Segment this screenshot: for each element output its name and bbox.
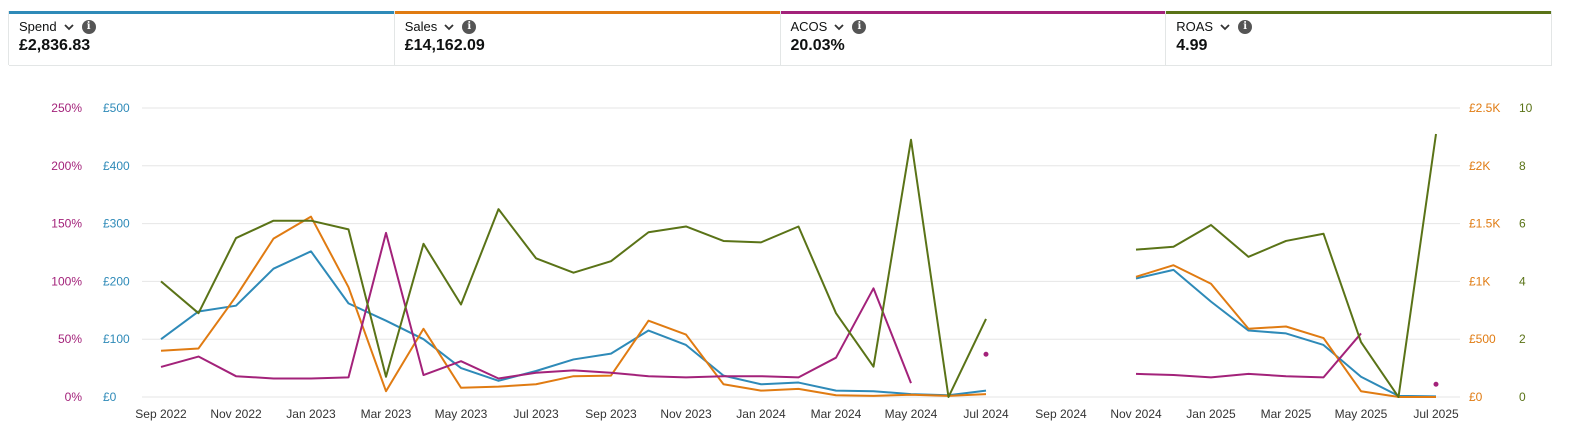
roas-series-line bbox=[160, 138, 987, 398]
x-axis-tick-label: Mar 2023 bbox=[361, 407, 412, 421]
chevron-down-icon[interactable] bbox=[833, 21, 845, 33]
spend-series-line bbox=[160, 250, 987, 397]
acos-axis-tick-label: 150% bbox=[51, 217, 82, 231]
roas-axis-tick-label: 2 bbox=[1519, 332, 1526, 346]
roas-axis-tick-label: 0 bbox=[1519, 390, 1526, 404]
sales-axis-tick-label: £2.5K bbox=[1469, 101, 1500, 115]
sales-axis-tick-label: £1K bbox=[1469, 274, 1490, 288]
sales-axis-tick-label: £1.5K bbox=[1469, 217, 1500, 231]
info-icon[interactable]: i bbox=[1238, 19, 1253, 34]
x-axis-tick-label: Sep 2022 bbox=[135, 407, 187, 421]
acos-series-line bbox=[1135, 332, 1362, 379]
metric-label: ACOS bbox=[790, 19, 828, 34]
acos-axis-tick-label: 50% bbox=[58, 332, 82, 346]
spend-axis-tick-label: £0 bbox=[103, 390, 117, 404]
metric-color-bar bbox=[9, 11, 394, 14]
metric-card-acos[interactable]: ACOS i 20.03% bbox=[779, 11, 1167, 65]
x-axis-tick-label: Mar 2025 bbox=[1261, 407, 1312, 421]
acos-axis-tick-label: 250% bbox=[51, 101, 82, 115]
chevron-down-icon[interactable] bbox=[443, 21, 455, 33]
metric-value: 4.99 bbox=[1176, 37, 1208, 54]
sales-axis-tick-label: £0 bbox=[1469, 390, 1483, 404]
x-axis-tick-label: Jul 2024 bbox=[963, 407, 1009, 421]
x-axis-tick-label: Nov 2023 bbox=[660, 407, 712, 421]
sales-series-line bbox=[160, 215, 987, 397]
spend-axis-tick-label: £300 bbox=[103, 217, 130, 231]
info-icon[interactable]: i bbox=[852, 19, 867, 34]
x-axis-tick-label: Sep 2024 bbox=[1035, 407, 1087, 421]
chevron-down-icon[interactable] bbox=[63, 21, 75, 33]
sales-axis-tick-label: £2K bbox=[1469, 159, 1490, 173]
x-axis-tick-label: May 2025 bbox=[1335, 407, 1388, 421]
roas-axis-tick-label: 4 bbox=[1519, 274, 1526, 288]
info-icon[interactable]: i bbox=[462, 19, 477, 34]
metric-color-bar bbox=[394, 11, 780, 14]
sales-axis-tick-label: £500 bbox=[1469, 332, 1496, 346]
x-axis-tick-label: May 2023 bbox=[435, 407, 488, 421]
x-axis-tick-label: Nov 2024 bbox=[1110, 407, 1162, 421]
spend-series-line bbox=[1135, 268, 1437, 398]
roas-axis-tick-label: 6 bbox=[1519, 217, 1526, 231]
metric-label: Sales bbox=[404, 19, 438, 34]
acos-point bbox=[1433, 381, 1439, 387]
info-icon[interactable]: i bbox=[81, 19, 96, 34]
acos-axis-tick-label: 0% bbox=[65, 390, 83, 404]
x-axis-tick-label: Jan 2024 bbox=[736, 407, 786, 421]
x-axis-tick-label: Mar 2024 bbox=[811, 407, 862, 421]
acos-axis-tick-label: 200% bbox=[51, 159, 82, 173]
sales-series-line bbox=[1135, 264, 1436, 398]
metric-color-bar bbox=[780, 11, 1166, 14]
acos-series-line bbox=[160, 231, 912, 384]
roas-axis-tick-label: 8 bbox=[1519, 159, 1526, 173]
x-axis-tick-label: May 2024 bbox=[885, 407, 938, 421]
metric-cards: Spend i £2,836.83 Sales i £14,162.09 ACO… bbox=[8, 11, 1552, 66]
metric-color-bar bbox=[1166, 11, 1551, 14]
roas-axis-tick-label: 10 bbox=[1519, 101, 1533, 115]
x-axis-tick-label: Jan 2023 bbox=[286, 407, 336, 421]
metric-card-spend[interactable]: Spend i £2,836.83 bbox=[8, 11, 395, 65]
metric-value: £14,162.09 bbox=[404, 37, 485, 54]
spend-axis-tick-label: £500 bbox=[103, 101, 130, 115]
metric-value: £2,836.83 bbox=[19, 37, 91, 54]
chevron-down-icon[interactable] bbox=[1219, 21, 1231, 33]
metric-label: Spend bbox=[19, 19, 57, 34]
spend-axis-tick-label: £100 bbox=[103, 332, 130, 346]
metric-label: ROAS bbox=[1176, 19, 1214, 34]
x-axis-tick-label: Jul 2025 bbox=[1413, 407, 1459, 421]
x-axis-tick-label: Sep 2023 bbox=[585, 407, 637, 421]
metric-card-sales[interactable]: Sales i £14,162.09 bbox=[393, 11, 781, 65]
acos-axis-tick-label: 100% bbox=[51, 274, 82, 288]
roas-series-line bbox=[1135, 133, 1437, 398]
x-axis-tick-label: Nov 2022 bbox=[210, 407, 262, 421]
metric-value: 20.03% bbox=[790, 37, 845, 54]
x-axis-tick-label: Jan 2025 bbox=[1186, 407, 1236, 421]
x-axis-tick-label: Jul 2023 bbox=[513, 407, 559, 421]
spend-axis-tick-label: £400 bbox=[103, 159, 130, 173]
acos-point bbox=[983, 351, 989, 357]
spend-axis-tick-label: £200 bbox=[103, 274, 130, 288]
metric-card-roas[interactable]: ROAS i 4.99 bbox=[1165, 11, 1552, 65]
